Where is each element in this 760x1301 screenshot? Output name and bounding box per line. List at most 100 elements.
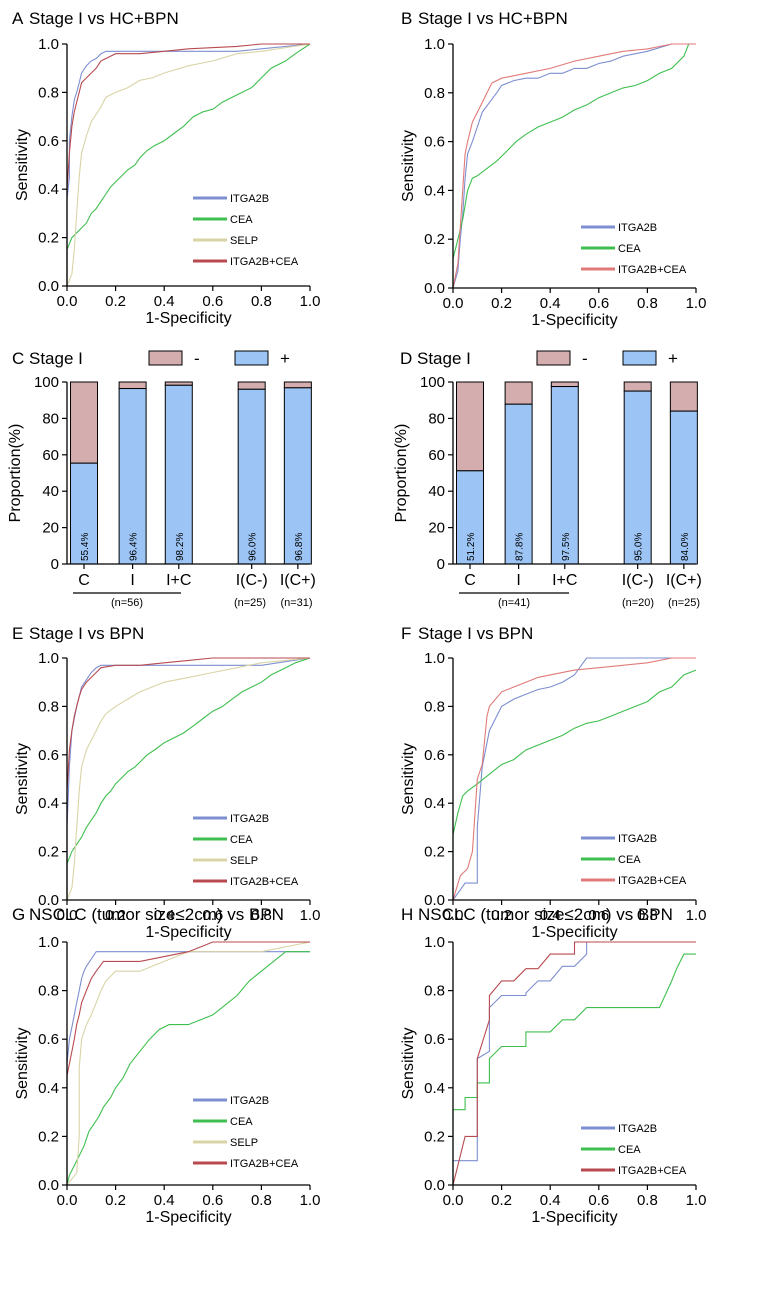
y-tick-label: 0.0 [38,278,59,295]
x-tick-label: 0.2 [491,295,512,312]
x-category-label: I+C [166,572,191,589]
x-category-label: I(C+) [666,572,702,589]
y-tick-label: 0.2 [424,844,445,861]
legend-label: + [668,349,678,368]
x-tick-label: 0.2 [105,907,126,924]
y-tick-label: 100 [420,374,445,391]
x-tick-label: 0.8 [251,1192,272,1209]
bar-negative [118,381,147,390]
roc-line-itga2b-plus-cea [452,657,696,901]
bar-negative [456,381,485,472]
x-tick-label: 0.4 [540,295,561,312]
roc-line-selp [66,941,311,1186]
y-tick-label: 20 [42,520,59,537]
roc-line-itga2b [66,43,311,286]
bar-value-label: 96.4% [129,533,140,561]
y-tick-label: 0.6 [424,747,445,764]
bar-positive [164,384,193,565]
x-tick-label: 0.0 [443,1192,464,1209]
panel-letter: H [401,905,413,924]
legend-label: - [582,349,588,368]
y-tick-label: 20 [428,520,445,537]
bar-value-label: 97.5% [561,533,572,561]
bar-value-label: 84.0% [680,533,691,561]
group-n-label: (n=41) [498,597,530,609]
legend-label: ITGA2B [230,193,269,205]
y-axis-label: Sensitivity [400,743,417,815]
y-tick-label: 1.0 [38,650,59,667]
y-tick-label: 0.4 [424,795,445,812]
roc-line-cea [452,669,697,900]
x-category-label: I [130,572,134,589]
y-tick-label: 40 [42,483,59,500]
y-tick-label: 40 [428,483,445,500]
x-tick-label: 0.0 [57,293,78,310]
x-axis-label: 1-Specificity [531,312,617,329]
roc-line-cea [452,953,696,1185]
panel-title: Stage I vs BPN [418,624,533,643]
panel-f: F Stage I vs BPN 0.0 0.2 0.4 0.6 0.8 1.0 0.0 0.2 0… [400,624,706,941]
x-category-label: C [78,572,90,589]
x-tick-label: 1.0 [300,293,321,310]
x-axis-label: 1-Specificity [531,1209,617,1226]
y-tick-label: 0.8 [38,698,59,715]
group-n-label: (n=20) [622,597,654,609]
y-tick-label: 0.6 [424,134,445,151]
y-axis-label: Sensitivity [14,1027,31,1099]
x-category-label: I(C-) [622,572,654,589]
y-tick-label: 0.4 [424,182,445,199]
x-tick-label: 0.2 [491,907,512,924]
y-tick-label: 0.6 [38,133,59,150]
legend-label: CEA [230,214,253,226]
bar-negative [283,381,312,389]
y-tick-label: 0.8 [424,698,445,715]
roc-line-itga2b [452,657,696,901]
legend-label: CEA [618,243,641,255]
x-tick-label: 0.6 [202,907,223,924]
bar-positive [118,388,147,565]
panel-d: D Stage I - +51.2% C 87.8% I 97.5% I+C 95.0% I(C-)… [393,349,702,609]
bar-value-label: 98.2% [175,533,186,561]
x-tick-label: 1.0 [686,1192,707,1209]
roc-line-selp [66,657,311,901]
y-tick-label: 0.2 [38,844,59,861]
y-tick-label: 0.2 [38,230,59,247]
panel-title: NSCLC (tumor size≤2cm) vs BPN [418,905,673,924]
x-tick-label: 0.0 [57,907,78,924]
bar-negative [550,381,579,388]
y-tick-label: 100 [34,374,59,391]
x-tick-label: 0.8 [637,907,658,924]
legend-label: ITGA2B [618,222,657,234]
y-tick-label: 0.2 [424,231,445,248]
roc-line-itga2b-plus-cea [66,941,310,1185]
y-tick-label: 0.0 [424,892,445,909]
x-category-label: I(C+) [280,572,316,589]
x-category-label: C [464,572,476,589]
x-axis-label: 1-Specificity [531,924,617,941]
x-tick-label: 0.0 [443,907,464,924]
y-axis-label: Sensitivity [14,743,31,815]
bar-value-label: 87.8% [515,533,526,561]
y-tick-label: 1.0 [38,934,59,951]
legend-label: SELP [230,855,258,867]
bar-positive [550,386,579,565]
panel-letter: C [12,349,24,368]
y-tick-label: 0.6 [424,1031,445,1048]
legend-label: ITGA2B+CEA [618,264,687,276]
x-tick-label: 1.0 [686,907,707,924]
bar-value-label: 96.8% [294,533,305,561]
x-tick-label: 0.6 [588,295,609,312]
legend-label: ITGA2B [618,833,657,845]
bar-positive [456,470,485,565]
legend-label: ITGA2B+CEA [618,875,687,887]
roc-line-cea [66,43,311,286]
y-tick-label: 0.4 [38,181,59,198]
legend-label: CEA [230,834,253,846]
x-tick-label: 0.6 [588,1192,609,1209]
roc-line-cea [66,657,311,900]
bar-positive [669,410,698,565]
panel-title: Stage I vs HC+BPN [29,9,179,28]
